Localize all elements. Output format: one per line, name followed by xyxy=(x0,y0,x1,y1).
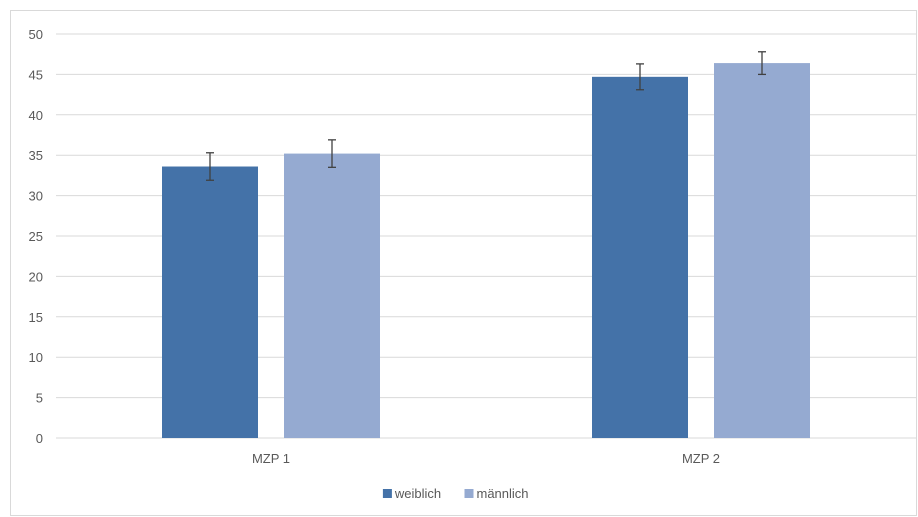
y-axis-tick-labels: 0 5 10 15 20 25 30 35 40 45 50 xyxy=(29,27,43,446)
x-category-label: MZP 1 xyxy=(252,451,290,466)
bar xyxy=(284,153,380,439)
y-tick-label: 50 xyxy=(29,27,43,42)
bar xyxy=(714,63,810,438)
y-tick-label: 10 xyxy=(29,350,43,365)
legend: weiblich männlich xyxy=(382,486,529,501)
y-tick-label: 0 xyxy=(36,431,43,446)
y-tick-label: 25 xyxy=(29,229,43,244)
bar xyxy=(592,76,688,438)
bar xyxy=(162,166,258,438)
bar-chart: 0 5 10 15 20 25 30 35 40 45 50 MZP 1 MZP 2 weiblich… xyxy=(29,27,916,501)
y-tick-label: 45 xyxy=(29,67,43,82)
y-tick-label: 15 xyxy=(29,310,43,325)
y-tick-label: 30 xyxy=(29,189,43,204)
legend-swatch xyxy=(382,489,392,498)
y-tick-label: 35 xyxy=(29,148,43,163)
x-axis-category-labels: MZP 1 MZP 2 xyxy=(252,451,720,466)
chart-area: 0 5 10 15 20 25 30 35 40 45 50 MZP 1 MZP 2 weiblich… xyxy=(10,10,917,516)
x-category-label: MZP 2 xyxy=(682,451,720,466)
legend-label: männlich xyxy=(477,486,529,501)
bars xyxy=(162,63,810,439)
legend-swatch xyxy=(464,489,474,498)
error-bars xyxy=(206,51,766,181)
y-tick-label: 5 xyxy=(36,391,43,406)
y-tick-label: 40 xyxy=(29,108,43,123)
legend-label: weiblich xyxy=(394,486,441,501)
y-tick-label: 20 xyxy=(29,269,43,284)
